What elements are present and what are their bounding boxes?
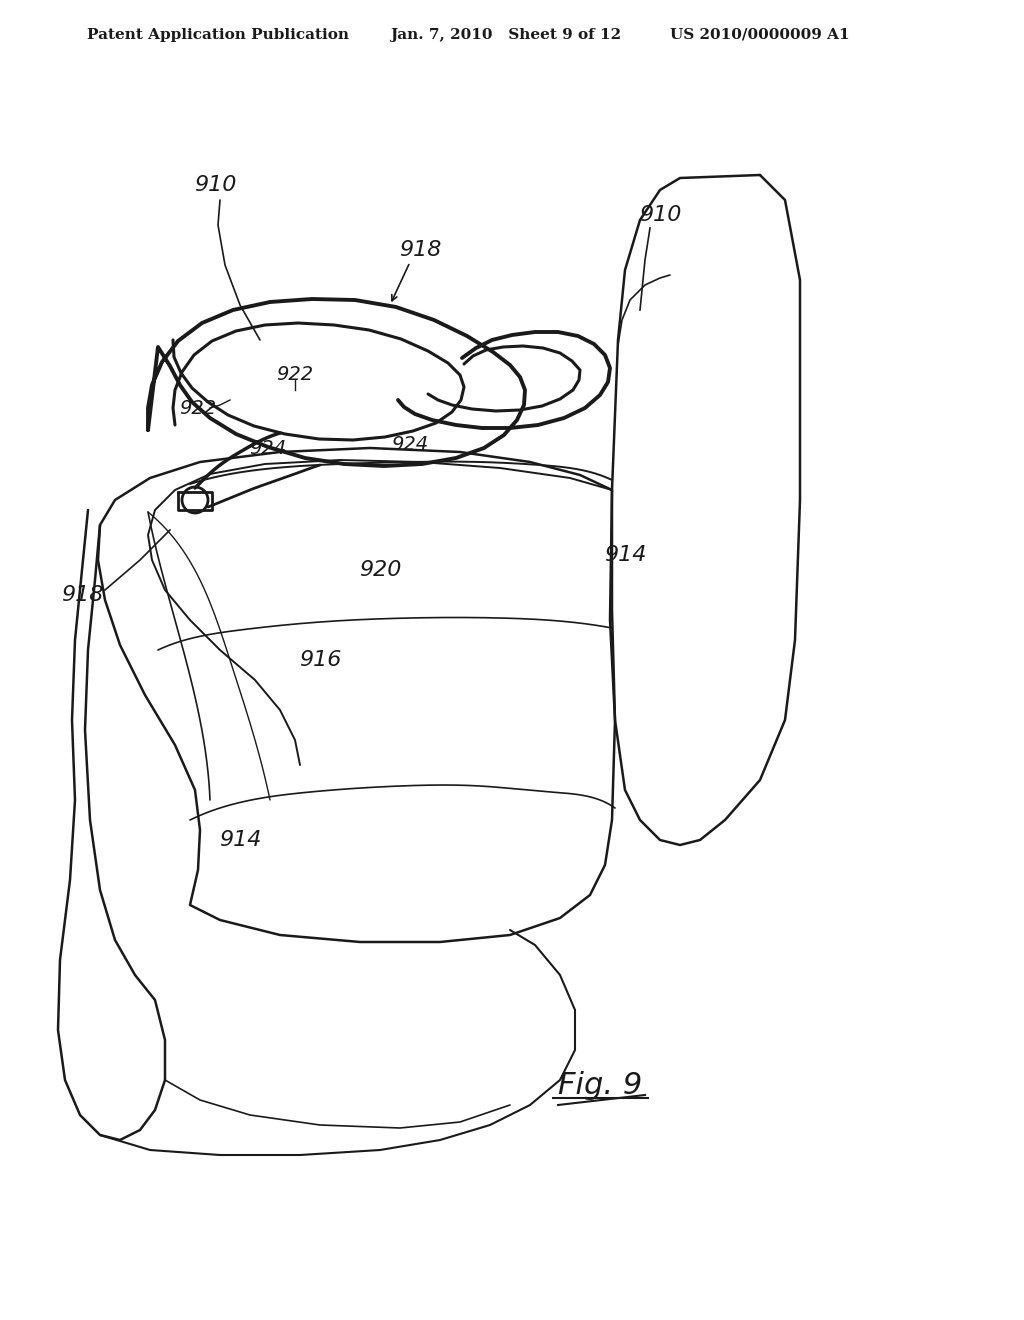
Text: 922: 922: [276, 366, 313, 384]
Text: Jan. 7, 2010   Sheet 9 of 12: Jan. 7, 2010 Sheet 9 of 12: [390, 28, 622, 42]
Text: 914: 914: [219, 830, 261, 850]
Text: 924: 924: [391, 436, 429, 454]
Text: 916: 916: [299, 649, 341, 671]
Text: US 2010/0000009 A1: US 2010/0000009 A1: [670, 28, 850, 42]
Text: 918: 918: [60, 585, 103, 605]
Text: 924: 924: [250, 438, 287, 458]
Text: 914: 914: [604, 545, 646, 565]
Text: 920: 920: [358, 560, 401, 579]
Text: 922: 922: [179, 399, 216, 417]
Text: Patent Application Publication: Patent Application Publication: [87, 28, 349, 42]
Text: 910: 910: [194, 176, 237, 195]
Text: 910: 910: [639, 205, 681, 224]
Text: Fig. 9: Fig. 9: [558, 1071, 642, 1100]
Text: 918: 918: [398, 240, 441, 260]
